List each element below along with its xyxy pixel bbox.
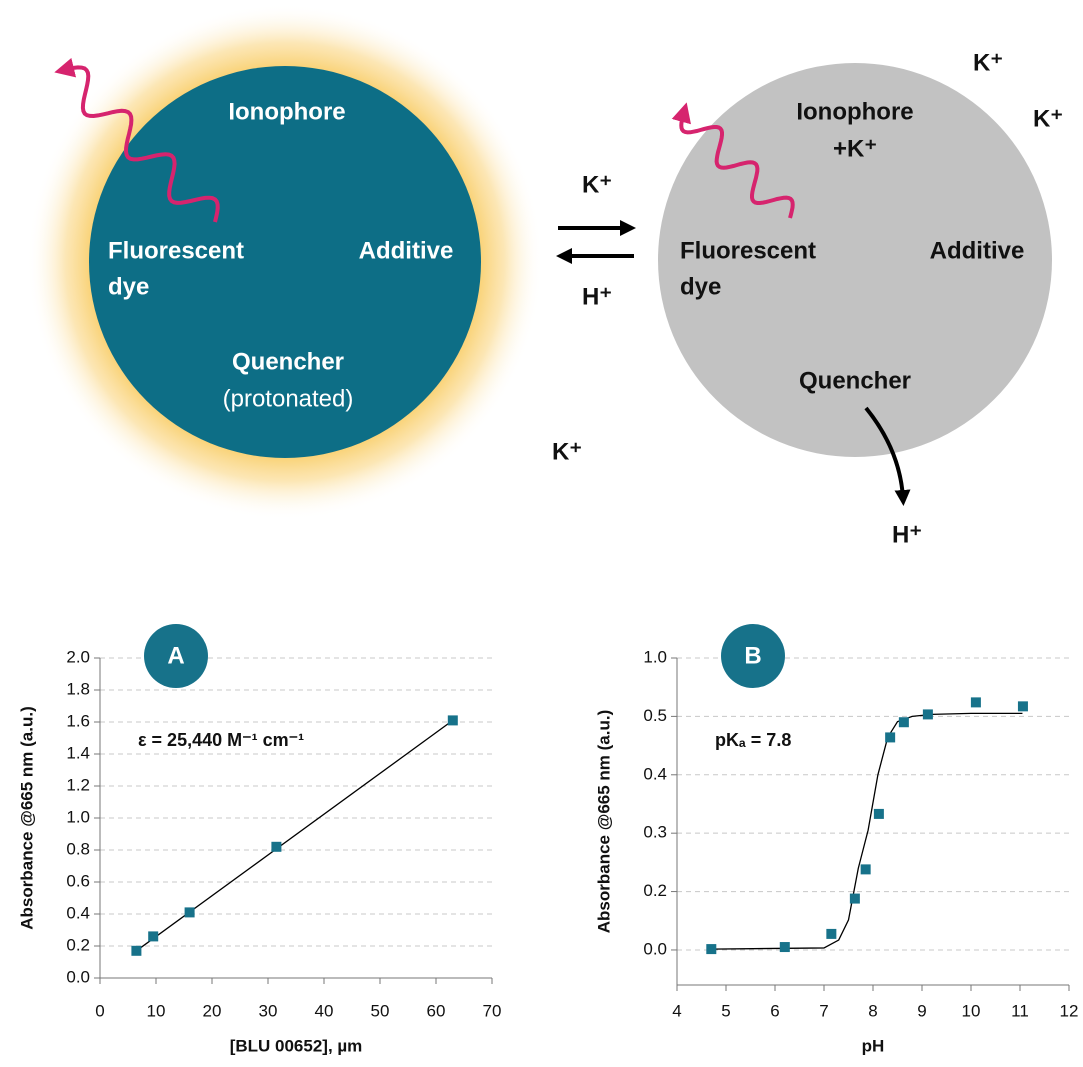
label: (protonated) — [223, 385, 354, 412]
label: Ionophore — [796, 98, 913, 125]
badge — [721, 624, 785, 688]
label: dye — [680, 273, 721, 300]
point — [849, 893, 860, 904]
ion: K⁺ — [552, 438, 582, 465]
point — [885, 732, 896, 743]
y-tick-label: 0.6 — [66, 871, 90, 890]
point — [1017, 701, 1028, 712]
x-tick-label: 8 — [868, 1001, 877, 1020]
badge — [144, 624, 208, 688]
x-tick-label: 40 — [315, 1001, 334, 1020]
y-tick-label: 0.3 — [643, 823, 667, 842]
label: Fluorescent — [680, 237, 816, 264]
annotation: pKₐ = 7.8 — [715, 730, 791, 750]
x-tick-label: 5 — [721, 1001, 730, 1020]
ion: K⁺ — [973, 49, 1003, 76]
x-tick-label: 7 — [819, 1001, 828, 1020]
y-tick-label: 0.0 — [643, 939, 667, 958]
x-tick-label: 9 — [917, 1001, 926, 1020]
point — [271, 841, 282, 852]
point — [898, 717, 909, 728]
x-tick-label: 4 — [672, 1001, 681, 1020]
label: +K⁺ — [833, 135, 877, 162]
y-tick-label: 1.6 — [66, 711, 90, 730]
point — [131, 945, 142, 956]
ion: K⁺ — [582, 171, 612, 198]
x-tick-label: 10 — [147, 1001, 166, 1020]
x-tick-label: 0 — [95, 1001, 104, 1020]
y-tick-label: 1.4 — [66, 743, 90, 762]
ion: H⁺ — [582, 283, 612, 310]
label: Fluorescent — [108, 237, 244, 264]
y-tick-label: 1.0 — [66, 807, 90, 826]
x-tick-label: 11 — [1011, 1001, 1029, 1020]
label: Quencher — [799, 367, 911, 394]
label: Additive — [930, 237, 1025, 264]
y-tick-label: 1.8 — [66, 679, 90, 698]
point — [706, 944, 717, 955]
point — [922, 709, 933, 720]
label: Ionophore — [228, 98, 345, 125]
label: Additive — [359, 237, 454, 264]
label: Quencher — [232, 348, 344, 375]
point — [447, 715, 458, 726]
y-tick-label: 0.0 — [66, 967, 90, 986]
x-tick-label: 60 — [427, 1001, 446, 1020]
y-tick-label: 0.4 — [66, 903, 90, 922]
x-tick-label: 20 — [203, 1001, 222, 1020]
y-tick-label: 1.0 — [643, 647, 667, 666]
y-tick-label: 0.8 — [66, 839, 90, 858]
label: dye — [108, 273, 149, 300]
ion: H⁺ — [892, 521, 922, 548]
y-tick-label: 0.5 — [643, 706, 667, 725]
y-tick-label: 0.2 — [643, 881, 667, 900]
arrow-release — [864, 406, 911, 506]
point — [970, 697, 981, 708]
ion: K⁺ — [1033, 105, 1063, 132]
y-tick-label: 1.2 — [66, 775, 90, 794]
y-axis-label: Absorbance @665 nm (a.u.) — [594, 710, 613, 933]
annotation: ε = 25,440 M⁻¹ cm⁻¹ — [138, 730, 304, 750]
badge-label: A — [167, 642, 184, 669]
x-tick-label: 6 — [770, 1001, 779, 1020]
x-axis-label: [BLU 00652], µm — [230, 1036, 363, 1055]
particle-fluorescent — [89, 66, 481, 458]
y-axis-label: Absorbance @665 nm (a.u.) — [17, 706, 36, 929]
emission-wave — [671, 102, 795, 219]
point — [779, 942, 790, 953]
emission-wave — [54, 57, 220, 223]
x-axis-label: pH — [862, 1036, 885, 1055]
y-tick-label: 0.4 — [643, 764, 667, 783]
point — [148, 931, 159, 942]
x-tick-label: 12 — [1060, 1001, 1079, 1020]
y-tick-label: 2.0 — [66, 647, 90, 666]
point — [826, 928, 837, 939]
y-tick-label: 0.2 — [66, 935, 90, 954]
point — [860, 864, 871, 875]
x-tick-label: 30 — [259, 1001, 278, 1020]
x-tick-label: 50 — [371, 1001, 390, 1020]
x-tick-label: 70 — [483, 1001, 502, 1020]
badge-label: B — [744, 642, 761, 669]
point — [873, 808, 884, 819]
particle-quenched — [658, 63, 1052, 457]
fit-line — [136, 719, 454, 952]
x-tick-label: 10 — [962, 1001, 981, 1020]
point — [184, 907, 195, 918]
